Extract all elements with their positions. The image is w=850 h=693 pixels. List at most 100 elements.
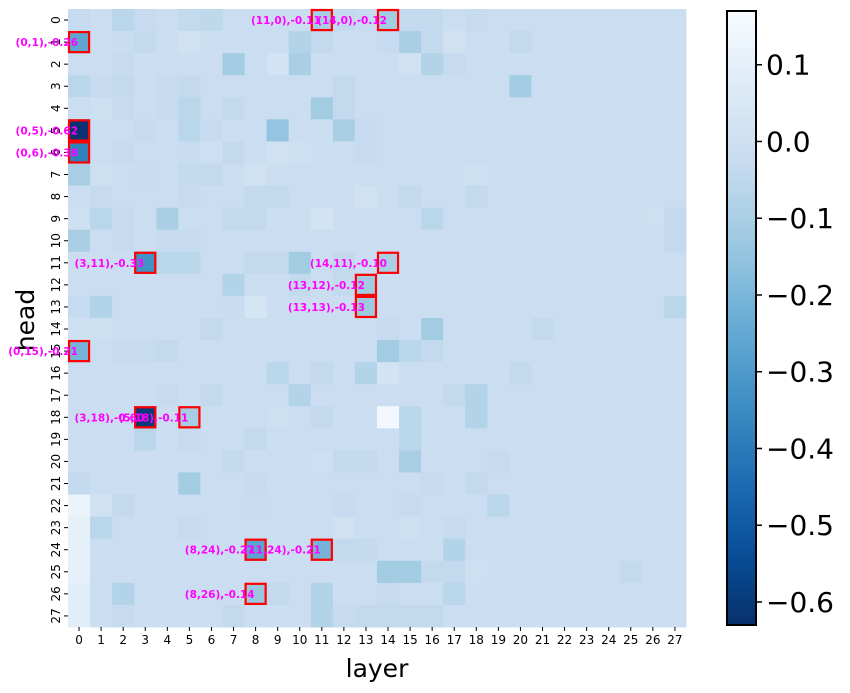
heatmap-cell — [178, 362, 201, 385]
heatmap-cell — [421, 75, 444, 98]
y-tick-label: 23 — [49, 520, 63, 535]
heatmap-cell — [443, 604, 466, 628]
heatmap-cell — [200, 119, 223, 142]
heatmap-cell — [509, 273, 532, 297]
heatmap-cell — [465, 273, 488, 297]
heatmap-cell — [487, 406, 510, 429]
heatmap-cell — [399, 295, 422, 319]
heatmap-cell — [641, 207, 665, 231]
heatmap-cell — [399, 53, 422, 76]
heatmap-cell — [200, 582, 223, 606]
heatmap-cell — [112, 141, 135, 164]
heatmap-cell — [509, 119, 532, 142]
heatmap-cell — [465, 97, 488, 120]
heatmap-cell — [376, 450, 400, 473]
heatmap-cell — [310, 428, 334, 451]
heatmap-cell — [487, 340, 510, 363]
heatmap-cell — [266, 53, 290, 76]
heatmap-cell — [266, 229, 290, 253]
x-tick-label: 3 — [141, 633, 149, 647]
heatmap-cell — [266, 428, 290, 451]
heatmap-cell — [266, 362, 290, 385]
heatmap-cell — [288, 516, 312, 540]
heatmap-cell — [90, 450, 113, 473]
heatmap-cell — [443, 340, 466, 363]
x-tick-label: 12 — [336, 633, 351, 647]
heatmap-cell — [421, 604, 444, 628]
heatmap-cell — [310, 604, 334, 628]
heatmap-cell — [421, 141, 444, 164]
heatmap-cell — [134, 538, 157, 562]
heatmap-cell — [310, 273, 334, 297]
heatmap-cell — [399, 406, 422, 429]
heatmap-cell — [178, 428, 201, 451]
heatmap-cell — [465, 295, 488, 319]
highlight-box — [244, 538, 267, 561]
y-tick-label: 12 — [49, 277, 63, 292]
heatmap-cell — [421, 53, 444, 76]
heatmap-cell — [156, 472, 179, 496]
heatmap-cell — [68, 494, 91, 518]
heatmap-cell — [178, 384, 201, 407]
heatmap-cell — [288, 340, 312, 363]
heatmap-cell — [222, 207, 246, 231]
heatmap-cell — [332, 317, 356, 341]
heatmap-cell — [443, 384, 466, 407]
heatmap-cell — [376, 9, 400, 32]
heatmap-cell — [443, 31, 466, 54]
heatmap-cell — [509, 538, 532, 562]
heatmap-cell — [663, 362, 687, 385]
heatmap-cell — [376, 251, 400, 275]
heatmap-cell — [553, 317, 577, 341]
heatmap-cell — [244, 9, 268, 32]
heatmap-cell — [200, 516, 223, 540]
heatmap-cell — [288, 494, 312, 518]
heatmap-cell — [288, 185, 312, 209]
heatmap-cell — [597, 229, 621, 253]
heatmap-cell — [619, 295, 643, 319]
heatmap-cell — [663, 141, 687, 164]
heatmap-cell — [134, 163, 157, 187]
heatmap-cell — [421, 163, 444, 187]
colorbar: 0.1 0.0 −0.1 −0.2 −0.3 −0.4 −0.5 −0.6 — [726, 10, 834, 626]
y-tick-label: 6 — [49, 149, 63, 157]
heatmap-cell — [641, 53, 665, 76]
heatmap-cell — [399, 538, 422, 562]
heatmap-cell — [663, 251, 687, 275]
heatmap-cell — [619, 604, 643, 628]
highlight-box — [178, 406, 201, 429]
heatmap-cell — [509, 97, 532, 120]
heatmap-cell — [134, 340, 157, 363]
heatmap-cell — [310, 97, 334, 120]
heatmap-cell — [90, 53, 113, 76]
heatmap-cell — [619, 273, 643, 297]
heatmap-cell — [619, 472, 643, 496]
heatmap-cell — [443, 317, 466, 341]
heatmap-cell — [619, 75, 643, 98]
heatmap-cell — [465, 229, 488, 253]
heatmap-cell — [288, 317, 312, 341]
heatmap-cell — [509, 560, 532, 584]
highlight-label: (11,0),-0.11 — [251, 15, 321, 27]
heatmap-cell — [487, 362, 510, 385]
heatmap-cell — [90, 538, 113, 562]
heatmap-cell — [465, 119, 488, 142]
heatmap-cell — [222, 9, 246, 32]
heatmap-cell — [509, 229, 532, 253]
heatmap-cell — [619, 538, 643, 562]
heatmap-cell — [465, 53, 488, 76]
heatmap-cell — [288, 53, 312, 76]
heatmap-cell — [310, 119, 334, 142]
x-tick-label: 5 — [186, 633, 194, 647]
heatmap-cell — [134, 604, 157, 628]
heatmap-cell — [376, 494, 400, 518]
heatmap-cell — [619, 340, 643, 363]
heatmap-cell — [531, 560, 555, 584]
heatmap-cell — [68, 31, 91, 54]
heatmap-cell — [200, 53, 223, 76]
heatmap-cell — [531, 516, 555, 540]
heatmap-cell — [332, 516, 356, 540]
heatmap-cell — [399, 251, 422, 275]
heatmap-cell — [112, 31, 135, 54]
heatmap-cell — [487, 428, 510, 451]
